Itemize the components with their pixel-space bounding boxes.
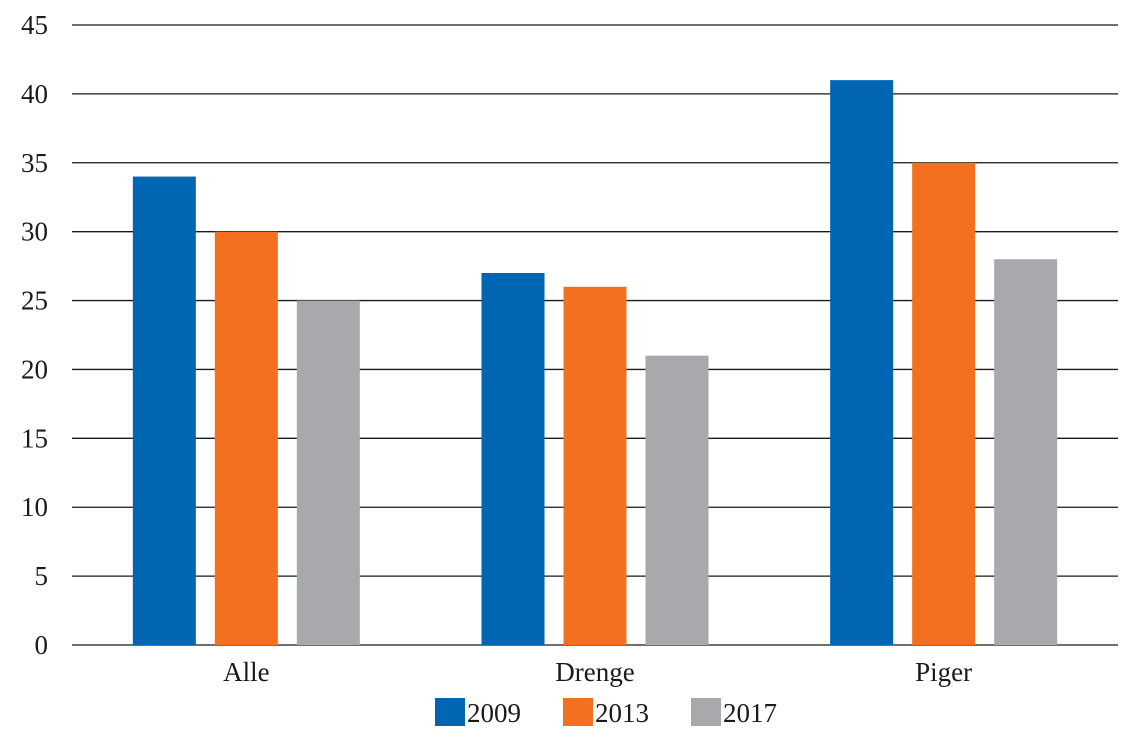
legend-label-2009: 2009 <box>467 698 521 728</box>
x-axis-category-labels: Alle Drenge Piger <box>223 657 972 687</box>
legend-label-2017: 2017 <box>723 698 777 728</box>
y-tick-label: 0 <box>35 630 49 660</box>
x-category-label: Piger <box>915 657 972 687</box>
bar-2013-alle <box>214 231 278 645</box>
legend-label-2013: 2013 <box>595 698 649 728</box>
bar-2009-piger <box>830 80 894 646</box>
legend-swatch-2009 <box>435 698 465 726</box>
y-tick-label: 40 <box>21 79 48 109</box>
y-tick-label: 20 <box>21 354 48 384</box>
bar-2009-alle <box>132 176 196 646</box>
bar-2013-drenge <box>563 286 627 645</box>
bar-2009-drenge <box>481 273 545 645</box>
bar-2017-drenge <box>645 355 709 645</box>
x-category-label: Drenge <box>555 657 634 687</box>
y-tick-label: 10 <box>21 492 48 522</box>
y-axis-tick-labels: 0 5 10 15 20 25 30 35 40 45 <box>21 10 48 660</box>
legend-swatch-2013 <box>563 698 593 726</box>
bars <box>132 80 1058 646</box>
y-tick-label: 5 <box>35 561 49 591</box>
x-category-label: Alle <box>223 657 270 687</box>
legend-swatch-2017 <box>691 698 721 726</box>
legend: 2009 2013 2017 <box>435 698 777 728</box>
y-tick-label: 35 <box>21 148 48 178</box>
y-tick-label: 15 <box>21 423 48 453</box>
bar-2013-piger <box>912 162 976 645</box>
bar-2017-piger <box>994 259 1058 645</box>
y-tick-label: 25 <box>21 286 48 316</box>
bar-2017-alle <box>296 300 360 645</box>
y-tick-label: 30 <box>21 217 48 247</box>
y-tick-label: 45 <box>21 10 48 40</box>
